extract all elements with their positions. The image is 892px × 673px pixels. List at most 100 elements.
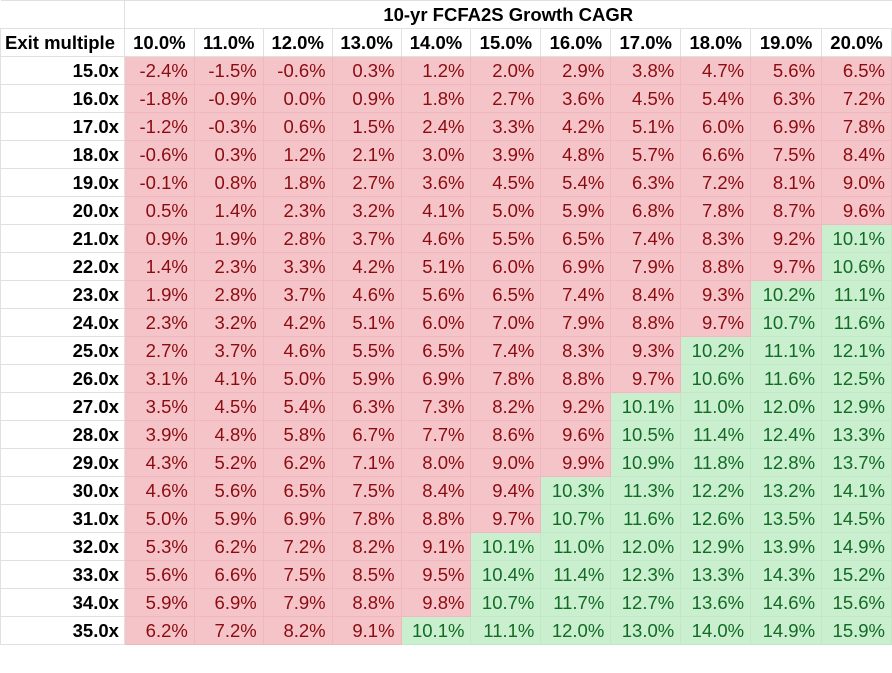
value-cell[interactable]: 11.8% (680, 448, 752, 477)
value-cell[interactable]: 10.2% (680, 336, 752, 365)
value-cell[interactable]: 7.5% (331, 476, 402, 505)
value-cell[interactable]: 6.3% (331, 392, 402, 421)
value-cell[interactable]: 12.5% (821, 364, 892, 393)
value-cell[interactable]: 4.6% (123, 476, 195, 505)
value-cell[interactable]: 13.9% (750, 532, 823, 561)
value-cell[interactable]: 5.9% (193, 504, 264, 533)
value-cell[interactable]: 7.2% (680, 168, 752, 197)
row-label[interactable]: 26.0x (0, 364, 125, 393)
value-cell[interactable]: 6.3% (750, 84, 823, 113)
value-cell[interactable]: 5.6% (193, 476, 264, 505)
value-cell[interactable]: 4.1% (193, 364, 264, 393)
value-cell[interactable]: 2.8% (262, 224, 333, 253)
value-cell[interactable]: 3.2% (331, 196, 402, 225)
column-header[interactable]: 17.0% (610, 28, 682, 57)
value-cell[interactable]: 15.6% (821, 588, 892, 617)
column-header[interactable]: 16.0% (540, 28, 612, 57)
row-label[interactable]: 17.0x (0, 112, 125, 141)
value-cell[interactable]: 12.7% (610, 588, 682, 617)
row-label[interactable]: 18.0x (0, 140, 125, 169)
value-cell[interactable]: 8.8% (540, 364, 612, 393)
value-cell[interactable]: 4.1% (400, 196, 472, 225)
row-label[interactable]: 20.0x (0, 196, 125, 225)
value-cell[interactable]: 4.2% (262, 308, 333, 337)
value-cell[interactable]: 8.6% (470, 420, 542, 449)
value-cell[interactable]: 9.7% (750, 252, 823, 281)
value-cell[interactable]: 2.9% (540, 56, 612, 85)
value-cell[interactable]: 8.3% (680, 224, 752, 253)
value-cell[interactable]: 7.3% (400, 392, 472, 421)
value-cell[interactable]: 4.5% (193, 392, 264, 421)
corner-label[interactable]: Exit multiple (0, 28, 125, 57)
value-cell[interactable]: 10.4% (470, 560, 542, 589)
value-cell[interactable]: 14.6% (750, 588, 823, 617)
value-cell[interactable]: 4.5% (610, 84, 682, 113)
value-cell[interactable]: 9.6% (821, 196, 892, 225)
value-cell[interactable]: 5.9% (331, 364, 402, 393)
value-cell[interactable]: 1.4% (123, 252, 195, 281)
value-cell[interactable]: 6.0% (470, 252, 542, 281)
value-cell[interactable]: 4.2% (540, 112, 612, 141)
value-cell[interactable]: 6.5% (540, 224, 612, 253)
value-cell[interactable]: 15.9% (821, 616, 892, 645)
row-label[interactable]: 21.0x (0, 224, 125, 253)
column-header[interactable]: 14.0% (400, 28, 472, 57)
row-label[interactable]: 25.0x (0, 336, 125, 365)
value-cell[interactable]: 9.2% (540, 392, 612, 421)
value-cell[interactable]: 6.9% (400, 364, 472, 393)
value-cell[interactable]: 6.5% (470, 280, 542, 309)
value-cell[interactable]: 0.8% (193, 168, 264, 197)
value-cell[interactable]: 2.3% (123, 308, 195, 337)
value-cell[interactable]: 11.0% (680, 392, 752, 421)
value-cell[interactable]: 0.9% (331, 84, 402, 113)
value-cell[interactable]: 7.9% (540, 308, 612, 337)
value-cell[interactable]: 6.9% (540, 252, 612, 281)
value-cell[interactable]: 5.6% (750, 56, 823, 85)
value-cell[interactable]: 7.9% (610, 252, 682, 281)
value-cell[interactable]: 9.7% (680, 308, 752, 337)
value-cell[interactable]: 6.6% (680, 140, 752, 169)
value-cell[interactable]: 4.2% (331, 252, 402, 281)
value-cell[interactable]: 3.3% (262, 252, 333, 281)
value-cell[interactable]: 3.6% (540, 84, 612, 113)
value-cell[interactable]: 3.0% (400, 140, 472, 169)
value-cell[interactable]: 9.9% (540, 448, 612, 477)
value-cell[interactable]: 8.8% (400, 504, 472, 533)
value-cell[interactable]: 3.6% (400, 168, 472, 197)
value-cell[interactable]: 3.1% (123, 364, 195, 393)
value-cell[interactable]: 10.2% (750, 280, 823, 309)
value-cell[interactable]: 7.1% (331, 448, 402, 477)
value-cell[interactable]: 3.5% (123, 392, 195, 421)
value-cell[interactable]: 5.9% (123, 588, 195, 617)
value-cell[interactable]: 5.5% (470, 224, 542, 253)
value-cell[interactable]: 10.9% (610, 448, 682, 477)
value-cell[interactable]: 1.8% (400, 84, 472, 113)
value-cell[interactable]: 8.0% (400, 448, 472, 477)
value-cell[interactable]: 6.5% (400, 336, 472, 365)
title-row-blank-cell[interactable] (0, 0, 125, 29)
value-cell[interactable]: 13.0% (610, 616, 682, 645)
value-cell[interactable]: 5.0% (470, 196, 542, 225)
value-cell[interactable]: 3.7% (193, 336, 264, 365)
column-header[interactable]: 18.0% (680, 28, 752, 57)
value-cell[interactable]: 8.4% (610, 280, 682, 309)
value-cell[interactable]: 7.5% (750, 140, 823, 169)
value-cell[interactable]: 11.4% (680, 420, 752, 449)
value-cell[interactable]: 12.0% (540, 616, 612, 645)
value-cell[interactable]: 7.4% (610, 224, 682, 253)
value-cell[interactable]: 11.4% (540, 560, 612, 589)
value-cell[interactable]: 0.0% (262, 84, 333, 113)
value-cell[interactable]: 5.5% (331, 336, 402, 365)
value-cell[interactable]: 8.5% (331, 560, 402, 589)
value-cell[interactable]: 14.0% (680, 616, 752, 645)
value-cell[interactable]: 8.8% (331, 588, 402, 617)
value-cell[interactable]: 0.3% (193, 140, 264, 169)
value-cell[interactable]: 5.6% (400, 280, 472, 309)
row-label[interactable]: 31.0x (0, 504, 125, 533)
value-cell[interactable]: 0.3% (331, 56, 402, 85)
row-label[interactable]: 34.0x (0, 588, 125, 617)
value-cell[interactable]: 12.1% (821, 336, 892, 365)
value-cell[interactable]: 14.9% (821, 532, 892, 561)
value-cell[interactable]: 5.4% (680, 84, 752, 113)
value-cell[interactable]: 8.7% (750, 196, 823, 225)
